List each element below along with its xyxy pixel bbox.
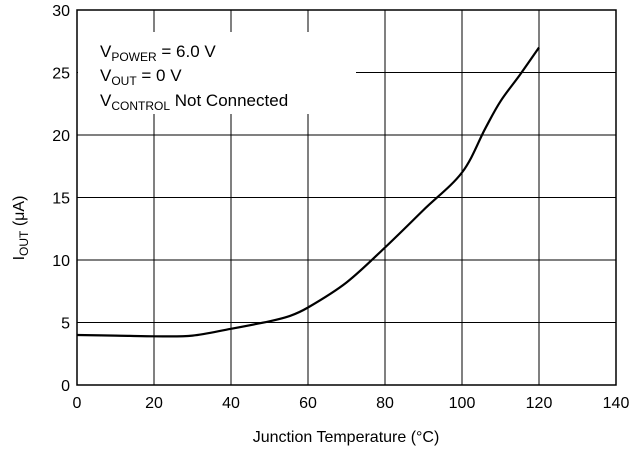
x-tick-label: 60 [299,395,317,412]
y-tick-label: 20 [52,128,70,145]
y-axis-label-rest: (μA) [11,196,28,231]
y-tick-label: 0 [61,378,70,395]
x-tick-label: 0 [73,395,82,412]
y-tick-label: 30 [52,3,70,20]
annotation-control: VCONTROL Not Connected [100,91,288,113]
annotation-power-rest: = 6.0 V [157,42,217,61]
annotation-control-main: V [100,91,112,110]
y-axis-label: IOUT (μA) [11,196,31,261]
plot-frame [76,9,617,386]
y-tick-label: 5 [61,316,70,333]
annotation-vout-rest: = 0 V [137,66,183,85]
x-tick-label: 80 [376,395,394,412]
series-line [76,46,540,338]
y-tick-label: 10 [52,253,70,270]
annotation-power-main: V [100,42,112,61]
annotation-background [78,32,356,114]
y-axis-label-main: I [11,256,28,260]
annotation-vout-main: V [100,66,112,85]
annotation-vout: VOUT = 0 V [100,66,182,88]
series-layer [76,46,540,338]
x-tick-label: 140 [603,395,630,412]
x-tick-labels: 0 20 40 60 80 100 120 140 [73,395,630,412]
annotation-power-sub: POWER [111,50,157,64]
annotation-control-rest: Not Connected [170,91,288,110]
x-tick-label: 20 [145,395,163,412]
x-tick-label: 120 [526,395,553,412]
y-tick-label: 15 [52,191,70,208]
x-tick-label: 100 [449,395,476,412]
y-tick-label: 25 [52,66,70,83]
y-axis-label-sub: OUT [17,230,31,256]
annotation-block: VPOWER = 6.0 V VOUT = 0 V VCONTROL Not C… [100,42,288,113]
annotation-power: VPOWER = 6.0 V [100,42,216,64]
x-tick-label: 40 [222,395,240,412]
y-tick-labels: 0 5 10 15 20 25 30 [52,3,70,395]
x-axis-label: Junction Temperature (°C) [253,429,440,446]
annotation-vout-sub: OUT [111,74,137,88]
annotation-control-sub: CONTROL [111,99,170,113]
